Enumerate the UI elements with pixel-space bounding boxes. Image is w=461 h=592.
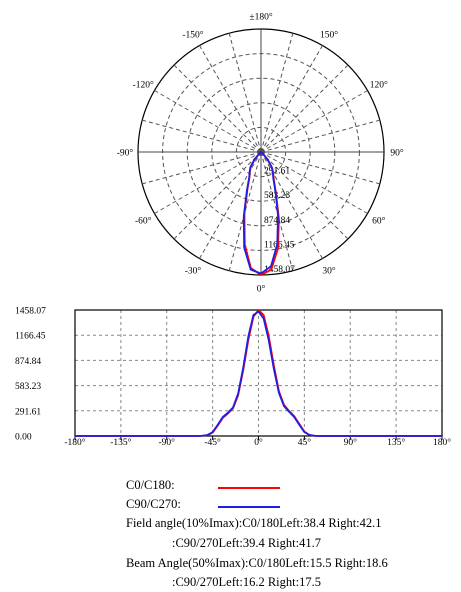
y-tick-label: 291.61 (15, 407, 41, 417)
polar-spoke (260, 33, 294, 153)
y-tick-label: 1458.07 (15, 307, 46, 317)
polar-spoke (142, 119, 262, 153)
polar-radial-label: 1166.45 (264, 240, 295, 250)
x-tick-label: 0° (254, 437, 263, 448)
polar-angle-label: 150° (320, 30, 338, 41)
polar-radial-label: 291.61 (264, 167, 290, 177)
polar-angle-label: -120° (133, 80, 154, 91)
legend-c90-label: C90/C270: (126, 497, 181, 511)
polar-spoke (260, 119, 380, 153)
legend-c0-label: C0/C180: (126, 478, 175, 492)
y-tick-label: 0.00 (15, 433, 32, 443)
polar-spoke (173, 64, 262, 153)
polar-angle-label: -150° (182, 30, 203, 41)
polar-spoke (173, 151, 262, 240)
y-tick-label: 874.84 (15, 357, 41, 367)
polar-angle-label: -90° (117, 148, 134, 159)
x-tick-label: -135° (110, 437, 131, 448)
field-angle-line-1: Field angle(10%Imax):C0/180Left:38.4 Rig… (126, 516, 382, 530)
polar-spoke (260, 45, 323, 153)
cartesian-chart: -180° -135° -90° -45° 0° 45° 90° 135° 180° 0.00 29… (15, 307, 451, 449)
series-line (75, 310, 442, 437)
legend-c90-swatch (218, 506, 280, 508)
polar-spoke (199, 45, 262, 153)
x-tick-label: -180° (64, 437, 85, 448)
x-tick-label: -90° (159, 437, 176, 448)
polar-radial-label: 1458.07 (264, 265, 295, 275)
legend: C0/C180: C90/C270: (126, 470, 326, 511)
polar-spoke (228, 33, 262, 153)
polar-spoke (260, 64, 349, 153)
legend-c0-swatch (218, 487, 280, 489)
x-tick-label: 90° (344, 437, 358, 448)
x-tick-label: 135° (387, 437, 405, 448)
x-tick-label: -45° (204, 437, 221, 448)
polar-spoke (260, 90, 368, 153)
polar-angle-label: 120° (370, 80, 388, 91)
field-angle-line-2: :C90/270Left:39.4 Right:41.7 (172, 536, 321, 550)
polar-spoke (199, 151, 262, 259)
polar-series-curve (242, 151, 279, 275)
polar-spoke (154, 90, 262, 153)
y-tick-label: 1166.45 (15, 332, 46, 342)
polar-angle-label: ±180° (249, 12, 272, 23)
polar-chart: ±180° 150° -150° 120° -120° 90° -90° 60° -60° 30°… (117, 12, 404, 295)
x-tick-label: 180° (433, 437, 451, 448)
polar-angle-label: 0° (257, 284, 266, 295)
polar-spoke (142, 151, 262, 185)
polar-angle-label: 60° (372, 216, 386, 227)
polar-angle-label: 90° (390, 148, 404, 159)
polar-angle-label: -30° (185, 265, 202, 276)
x-tick-label: 45° (298, 437, 312, 448)
y-tick-label: 583.23 (15, 382, 41, 392)
beam-angle-line-1: Beam Angle(50%Imax):C0/180Left:15.5 Righ… (126, 556, 388, 570)
polar-angle-label: 30° (322, 265, 336, 276)
polar-angle-label: -60° (135, 216, 152, 227)
beam-angle-line-2: :C90/270Left:16.2 Right:17.5 (172, 575, 321, 589)
